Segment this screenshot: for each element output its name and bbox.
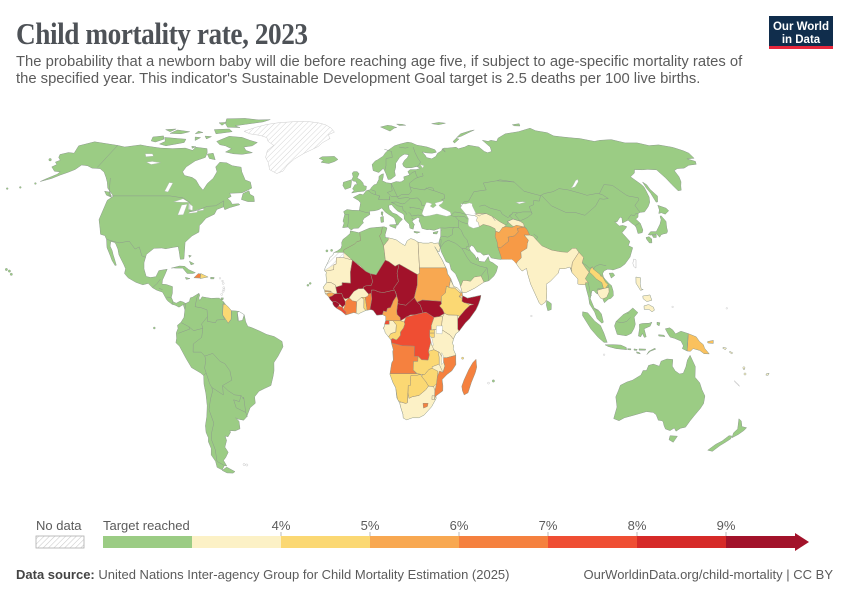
svg-text:9%: 9% — [717, 518, 736, 533]
svg-text:5%: 5% — [361, 518, 380, 533]
svg-text:7%: 7% — [539, 518, 558, 533]
svg-text:6%: 6% — [450, 518, 469, 533]
svg-text:4%: 4% — [272, 518, 291, 533]
svg-text:No data: No data — [36, 518, 82, 533]
svg-text:8%: 8% — [628, 518, 647, 533]
svg-text:Target reached: Target reached — [103, 518, 190, 533]
